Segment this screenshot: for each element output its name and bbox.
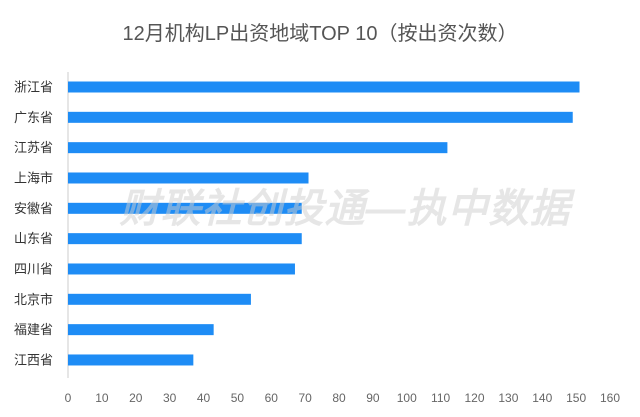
bar — [68, 233, 302, 245]
bar — [68, 293, 251, 305]
category-label: 江西省 — [14, 352, 53, 367]
x-tick-label: 110 — [431, 391, 450, 405]
x-tick-label: 10 — [95, 391, 109, 405]
bar — [68, 202, 302, 214]
category-label: 山东省 — [14, 231, 53, 246]
category-label: 浙江省 — [14, 80, 53, 95]
x-tick-label: 130 — [498, 391, 518, 405]
x-tick-label: 70 — [298, 391, 312, 405]
bar — [68, 263, 295, 275]
x-tick-labels: 0 10 20 30 40 50 60 70 80 90 100 110 120 130 140 150 160 — [65, 391, 621, 405]
bar — [68, 81, 580, 93]
bar — [68, 172, 309, 184]
x-tick-label: 90 — [366, 391, 380, 405]
x-tick-label: 120 — [464, 391, 484, 405]
category-label: 上海市 — [14, 170, 53, 185]
category-label: 安徽省 — [14, 201, 53, 216]
x-tick-label: 30 — [163, 391, 177, 405]
category-label: 北京市 — [14, 292, 53, 307]
x-tick-label: 160 — [600, 391, 620, 405]
bars-group — [68, 81, 580, 366]
category-label: 广东省 — [14, 110, 53, 125]
x-tick-label: 140 — [532, 391, 552, 405]
watermark: 财联社创投通—执中数据 — [120, 187, 576, 231]
bar — [68, 324, 214, 336]
bar — [68, 354, 194, 366]
x-tick-label: 0 — [65, 391, 72, 405]
x-tick-label: 50 — [231, 391, 245, 405]
x-tick-label: 150 — [566, 391, 586, 405]
category-label: 福建省 — [14, 322, 53, 337]
x-tick-label: 80 — [332, 391, 346, 405]
category-label: 江苏省 — [14, 140, 53, 155]
bar — [68, 111, 573, 123]
x-tick-label: 60 — [265, 391, 279, 405]
x-tick-label: 20 — [129, 391, 143, 405]
x-tick-label: 100 — [397, 391, 417, 405]
category-label: 四川省 — [14, 261, 53, 276]
x-tick-label: 40 — [197, 391, 211, 405]
bar — [68, 142, 448, 154]
chart-title: 12月机构LP出资地域TOP 10（按出资次数） — [123, 22, 518, 45]
